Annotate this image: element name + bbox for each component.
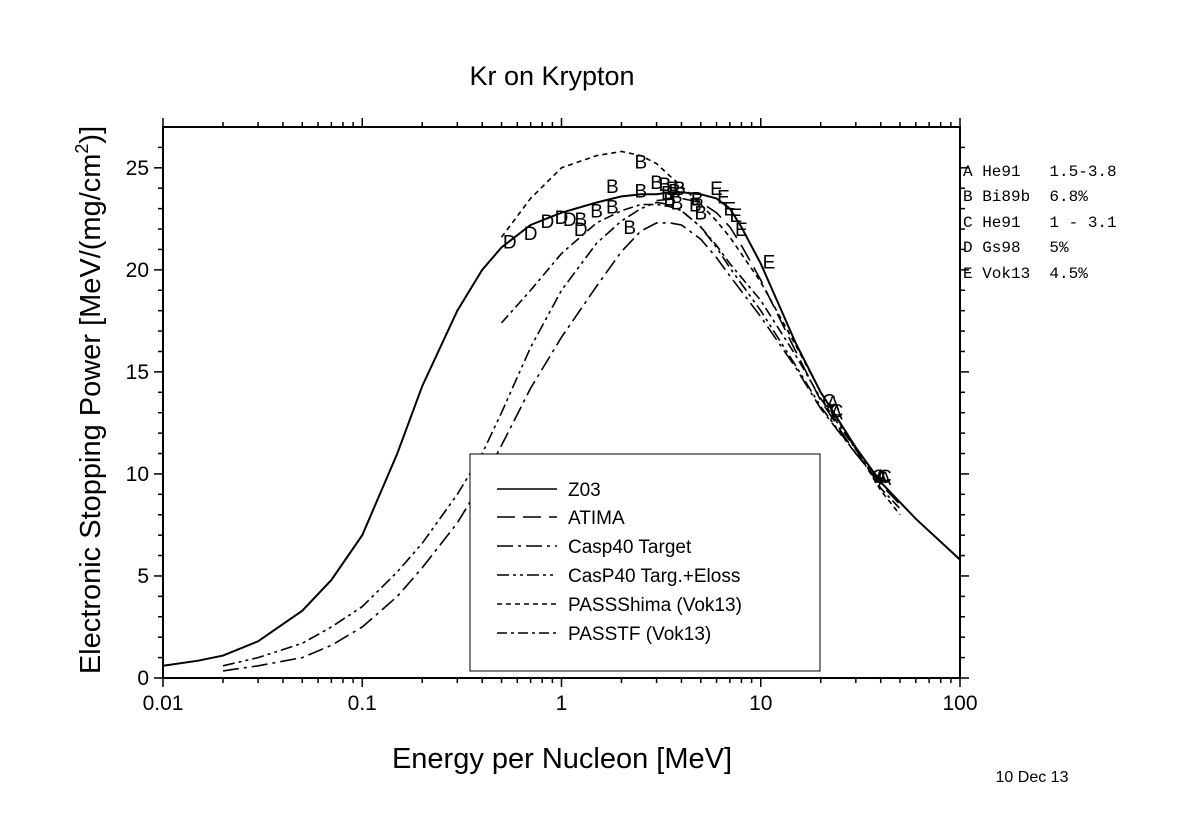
legend: Z03 ATIMA Casp40 Target CasP40 Targ.+Elo… [469, 453, 821, 672]
data-marker-b: B [689, 196, 702, 217]
legend-box [469, 453, 821, 672]
data-marker-e: E [763, 253, 776, 274]
data-marker-b: B [673, 179, 686, 200]
legend-label-casp40-targ-eloss: CasP40 Targ.+Eloss [568, 566, 740, 587]
x-tick-label: 100 [942, 692, 977, 715]
data-marker-b: B [634, 181, 647, 202]
x-tick-label: 10 [749, 692, 772, 715]
data-marker-b: B [574, 210, 587, 231]
data-marker-c: C [822, 392, 836, 413]
y-tick-label: 5 [137, 565, 149, 588]
data-marker-b: B [623, 218, 636, 239]
side-legend-line-b: B Bi89b 6.8% [963, 188, 1088, 206]
series-line-casp40-targ-eloss [222, 201, 882, 667]
side-legend-line-c: C He91 1 - 3.1 [963, 214, 1117, 232]
data-marker-d: D [541, 212, 555, 233]
y-tick-label: 0 [137, 667, 149, 690]
y-tick-label: 20 [126, 259, 149, 282]
data-marker-b: B [664, 189, 677, 210]
series-line-z03 [163, 191, 960, 667]
data-marker-a: A [826, 394, 839, 415]
data-marker-b: B [671, 194, 684, 215]
y-tick-label: 25 [126, 157, 149, 180]
data-marker-e: E [735, 220, 748, 241]
data-marker-e: E [724, 200, 737, 221]
data-marker-b: B [658, 175, 671, 196]
data-marker-b: B [650, 173, 663, 194]
data-marker-c: C [830, 402, 844, 423]
side-legend: A He91 1.5-3.8 B Bi89b 6.8% C He91 1 - 3… [963, 163, 1117, 283]
data-marker-b: B [661, 183, 674, 204]
data-marker-b: B [666, 179, 679, 200]
chart-title: Kr on Krypton [469, 61, 634, 91]
legend-label-passtf: PASSTF (Vok13) [568, 624, 711, 645]
data-marker-b: B [668, 181, 681, 202]
data-marker-d: D [563, 210, 577, 231]
y-axis-label-sup: 2 [72, 144, 92, 154]
legend-label-atima: ATIMA [568, 508, 625, 529]
data-marker-b: B [606, 177, 619, 198]
y-axis-label-end: )] [75, 126, 107, 144]
data-marker-b: B [590, 202, 603, 223]
legend-label-passshima: PASSShima (Vok13) [568, 595, 742, 616]
x-tick-label: 1 [556, 692, 568, 715]
side-legend-line-e: E Vok13 4.5% [963, 265, 1088, 283]
data-marker-a: A [830, 404, 843, 425]
x-tick-label: 0.1 [348, 692, 377, 715]
data-marker-a: A [874, 467, 887, 488]
data-marker-c: C [872, 467, 886, 488]
data-marker-d: D [524, 224, 538, 245]
data-marker-b: B [634, 153, 647, 174]
side-legend-line-d: D Gs98 5% [963, 239, 1069, 257]
data-marker-b: B [694, 204, 707, 225]
y-tick-label: 10 [126, 463, 149, 486]
series-line-casp40-target [222, 222, 882, 672]
series-line-passshima-vok13 [500, 150, 901, 516]
data-marker-d: D [574, 220, 588, 241]
data-marker-d: D [555, 208, 569, 229]
x-tick-label: 0.01 [143, 692, 184, 715]
side-legend-line-a: A He91 1.5-3.8 [963, 163, 1117, 181]
data-marker-d: D [503, 232, 517, 253]
data-marker-e: E [717, 187, 730, 208]
data-marker-c: C [878, 467, 892, 488]
data-marker-b: B [691, 189, 704, 210]
data-marker-a: A [879, 469, 892, 490]
data-marker-e: E [710, 179, 723, 200]
data-marker-e: E [730, 206, 743, 227]
y-axis-label: Electronic Stopping Power [MeV/(mg/cm2)] [72, 126, 107, 674]
ticks-layer: 0.01 0.1 1 10 100 0 5 10 15 20 25 [126, 118, 978, 715]
series-line-passtf-vok13 [500, 203, 901, 510]
y-tick-label: 15 [126, 361, 149, 384]
legend-label-z03: Z03 [568, 480, 601, 501]
series-layer [163, 150, 960, 672]
legend-label-casp40-target: Casp40 Target [568, 537, 692, 558]
y-axis-label-main: Electronic Stopping Power [MeV/(mg/cm [75, 154, 107, 675]
data-marker-b: B [606, 198, 619, 219]
date-stamp: 10 Dec 13 [996, 769, 1069, 786]
x-axis-label: Energy per Nucleon [MeV] [392, 743, 732, 775]
